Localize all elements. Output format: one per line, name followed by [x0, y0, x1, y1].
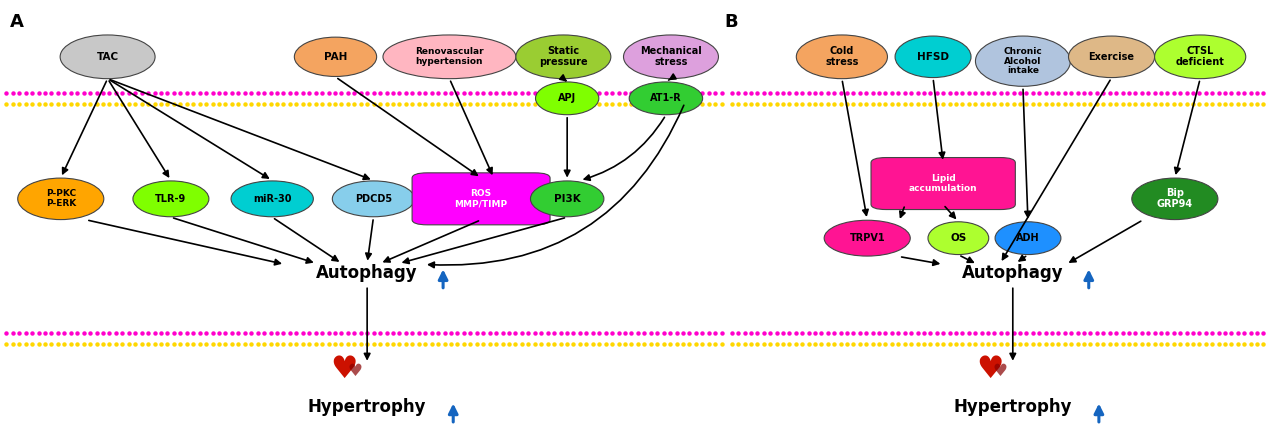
Text: Hypertrophy: Hypertrophy	[953, 398, 1072, 416]
Text: Autophagy: Autophagy	[316, 264, 418, 282]
Ellipse shape	[230, 181, 313, 217]
Ellipse shape	[61, 35, 154, 79]
Ellipse shape	[133, 181, 209, 217]
Text: TLR-9: TLR-9	[156, 194, 186, 204]
Text: ADH: ADH	[1017, 233, 1039, 243]
Ellipse shape	[18, 178, 104, 219]
Text: PAH: PAH	[324, 52, 347, 62]
Text: B: B	[724, 13, 738, 31]
Text: OS: OS	[951, 233, 966, 243]
Text: Cold
stress: Cold stress	[825, 46, 858, 67]
Text: CTSL
deficient: CTSL deficient	[1176, 46, 1224, 67]
Text: AT1-R: AT1-R	[649, 94, 682, 103]
Text: ♥: ♥	[330, 355, 358, 384]
Text: Hypertrophy: Hypertrophy	[308, 398, 427, 416]
Ellipse shape	[629, 82, 703, 114]
Ellipse shape	[928, 222, 989, 254]
Text: miR-30: miR-30	[253, 194, 291, 204]
FancyBboxPatch shape	[871, 158, 1015, 210]
Ellipse shape	[824, 220, 910, 256]
Ellipse shape	[536, 82, 599, 114]
Text: HFSD: HFSD	[917, 52, 950, 62]
Ellipse shape	[530, 181, 604, 217]
Ellipse shape	[895, 36, 971, 78]
Text: Bip
GRP94: Bip GRP94	[1157, 188, 1193, 209]
Ellipse shape	[382, 35, 517, 79]
FancyBboxPatch shape	[413, 173, 549, 225]
Text: ♥: ♥	[976, 355, 1004, 384]
Text: PDCD5: PDCD5	[354, 194, 392, 204]
Ellipse shape	[1132, 178, 1218, 219]
Ellipse shape	[976, 36, 1071, 87]
Ellipse shape	[1069, 36, 1155, 78]
Ellipse shape	[1155, 35, 1246, 79]
Ellipse shape	[623, 35, 719, 79]
Ellipse shape	[517, 35, 611, 79]
Text: Mechanical
stress: Mechanical stress	[641, 46, 701, 67]
Text: TRPV1: TRPV1	[849, 233, 885, 243]
Text: Renovascular
hypertension: Renovascular hypertension	[415, 48, 484, 66]
Text: Autophagy: Autophagy	[962, 264, 1063, 282]
Text: ROS
MMP/TIMP: ROS MMP/TIMP	[454, 190, 508, 208]
Ellipse shape	[294, 37, 377, 76]
Text: Static
pressure: Static pressure	[539, 46, 587, 67]
Ellipse shape	[332, 181, 414, 217]
Text: PI3K: PI3K	[553, 194, 581, 204]
Text: TAC: TAC	[96, 52, 119, 62]
Text: ♥: ♥	[347, 362, 362, 381]
Text: Lipid
accumulation: Lipid accumulation	[909, 174, 977, 193]
Text: P-PKC
P-ERK: P-PKC P-ERK	[46, 190, 76, 208]
Text: APJ: APJ	[558, 94, 576, 103]
Text: ♥: ♥	[993, 362, 1008, 381]
Text: A: A	[10, 13, 24, 31]
Text: Chronic
Alcohol
intake: Chronic Alcohol intake	[1004, 47, 1042, 75]
Text: Exercise: Exercise	[1089, 52, 1134, 62]
Ellipse shape	[995, 222, 1061, 254]
Ellipse shape	[796, 35, 887, 79]
